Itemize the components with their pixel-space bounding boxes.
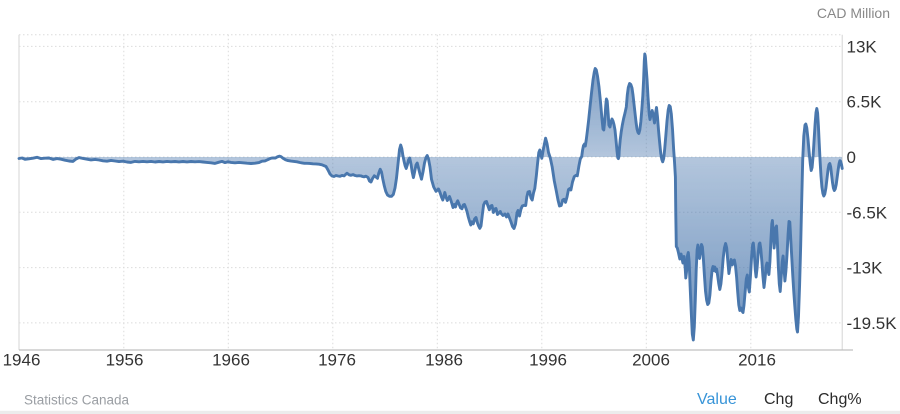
svg-text:1946: 1946 xyxy=(3,351,41,370)
svg-text:Statistics Canada: Statistics Canada xyxy=(24,393,130,408)
svg-text:CAD Million: CAD Million xyxy=(817,5,890,21)
svg-text:-13K: -13K xyxy=(847,259,884,278)
svg-text:Value: Value xyxy=(697,391,737,408)
svg-text:13K: 13K xyxy=(847,37,878,56)
svg-text:Chg%: Chg% xyxy=(818,391,862,408)
svg-text:2016: 2016 xyxy=(738,351,776,370)
svg-text:1966: 1966 xyxy=(212,351,250,370)
svg-text:1986: 1986 xyxy=(425,351,463,370)
svg-text:1996: 1996 xyxy=(529,351,567,370)
svg-text:-19.5K: -19.5K xyxy=(847,314,898,333)
svg-text:1976: 1976 xyxy=(318,351,356,370)
svg-text:Chg: Chg xyxy=(764,391,793,408)
svg-text:-6.5K: -6.5K xyxy=(847,203,888,222)
svg-text:6.5K: 6.5K xyxy=(847,93,883,112)
svg-text:1956: 1956 xyxy=(106,351,144,370)
svg-text:2006: 2006 xyxy=(632,351,670,370)
svg-text:0: 0 xyxy=(847,148,856,167)
